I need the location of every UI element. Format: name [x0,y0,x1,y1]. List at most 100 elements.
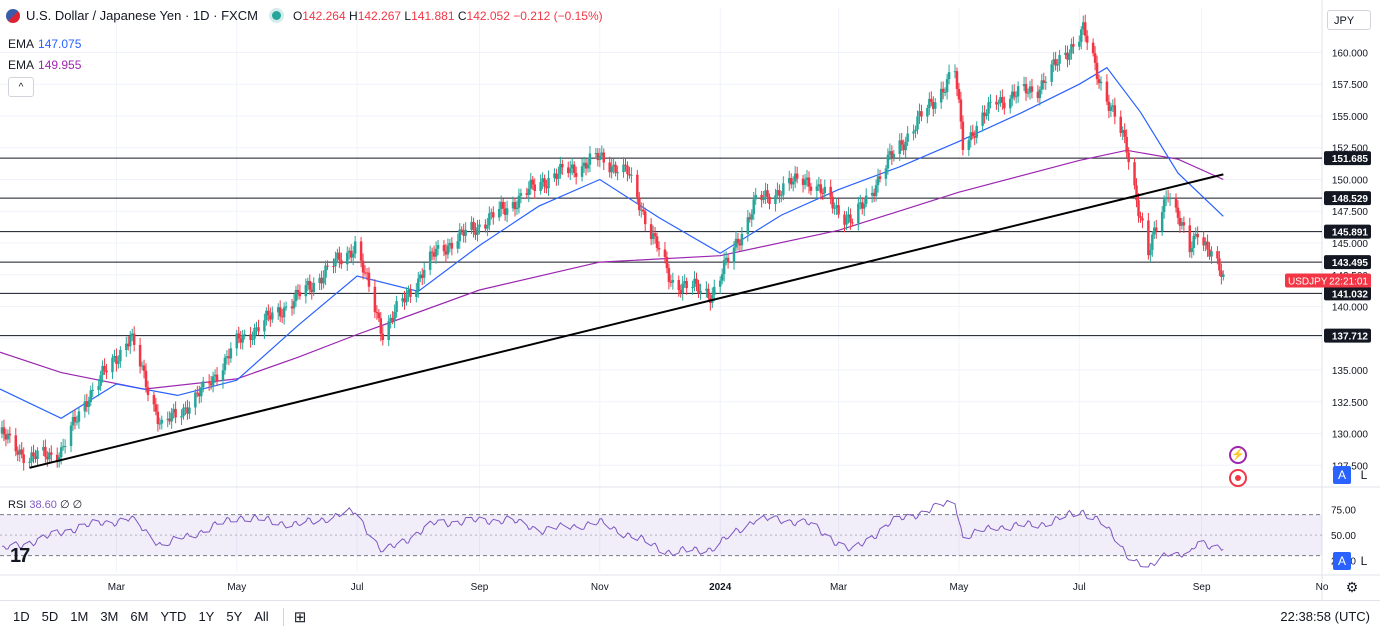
level-price-label: 141.032 [1332,289,1369,300]
candle-body [809,186,813,191]
lightning-icon[interactable]: ⚡ [1229,446,1247,464]
currency-selector[interactable]: JPY [1327,10,1371,30]
candle-body [667,268,671,282]
candle-body [101,365,104,376]
candle-body [168,418,171,422]
candle-body [34,456,37,460]
low-label: L [404,8,412,23]
range-3m-button[interactable]: 3M [100,609,119,624]
candle-body [1208,249,1211,257]
candle-body [677,280,681,291]
gear-icon[interactable]: ⚙ [1345,579,1359,595]
range-1d-button[interactable]: 1D [13,609,30,624]
candle-body [943,92,947,94]
candle-body [156,411,160,425]
range-5d-button[interactable]: 5D [41,609,59,624]
candle-body [1113,105,1117,117]
level-price-tag [1324,255,1371,270]
range-1m-button[interactable]: 1M [70,609,89,624]
range-1y-button[interactable]: 1Y [198,609,215,624]
collapse-legend-button[interactable]: ^ [8,77,34,97]
ema-fast-legend[interactable]: EMA 147.075 [8,37,81,51]
time-axis-label: Sep [1193,582,1211,593]
utc-clock[interactable]: 22:38:58 (UTC) [1280,609,1370,624]
candle-body [144,370,148,388]
log-scale-button[interactable]: L [1360,468,1368,482]
candle-body [768,196,771,204]
rsi-auto-scale-button[interactable]: A [1333,552,1351,570]
candle-body [568,168,572,174]
market-status-icon[interactable] [271,11,281,20]
candle-body [436,245,440,249]
candle-body [851,222,854,224]
candle-body [947,72,951,80]
candle-body [292,301,296,309]
candle-body [44,446,47,457]
candle-body [776,190,779,196]
level-price-label: 137.712 [1332,332,1369,343]
candle-body [138,344,142,367]
candle-body [957,88,961,100]
candle-body [904,141,907,151]
candle-body [553,173,556,178]
candle-body [294,289,298,302]
candle-body [458,229,461,242]
record-icon[interactable] [1229,469,1247,487]
tradingview-logo[interactable]: 17 [10,545,30,567]
high-label: H [349,8,358,23]
symbol-title[interactable]: U.S. Dollar / Japanese Yen · 1D · FXCM [26,8,258,23]
candle-body [501,201,505,209]
candle-body [470,221,473,230]
candle-body [1194,233,1197,236]
candle-body [791,181,795,185]
candle-body [243,334,246,336]
calendar-range-icon[interactable]: ⊞ [293,608,307,626]
candle-body [1107,101,1111,111]
close-label: C [457,8,467,23]
candle-body [653,233,657,237]
time-axis-label: May [227,582,246,593]
candle-body [997,103,1000,105]
candle-body [142,365,146,371]
candle-body [201,381,205,388]
candle-body [793,173,797,182]
candle-body [598,155,602,161]
rsi-log-scale-button[interactable]: L [1360,554,1368,568]
candle-body [103,365,106,371]
auto-scale-button[interactable]: A [1333,466,1351,484]
rsi-legend[interactable]: RSI 38.60 ∅ ∅ [8,498,82,511]
candle-body [505,208,509,215]
candle-body [1056,63,1059,66]
price-axis-label: 155.000 [1332,112,1369,123]
candle-body [267,310,270,316]
candle-body [835,205,838,208]
candle-body [967,140,971,150]
candle-body [486,225,489,229]
rsi-axis-label: 75.00 [1331,505,1356,516]
candle-body [349,250,353,258]
candle-body [774,195,777,204]
candle-body [61,446,65,448]
candle-body [1188,225,1192,253]
candle-body [780,195,783,197]
range-all-button[interactable]: All [254,609,269,624]
candle-body [322,277,325,284]
candle-body [847,214,850,218]
candle-body [338,252,341,261]
candle-body [89,390,93,403]
candle-body [734,238,738,248]
candle-body [71,416,75,426]
range-6m-button[interactable]: 6M [130,609,149,624]
candle-body [973,135,976,138]
range-5y-button[interactable]: 5Y [226,609,243,624]
range-ytd-button[interactable]: YTD [160,609,187,624]
candle-body [559,163,562,174]
ema-slow-legend[interactable]: EMA 149.955 [8,58,81,72]
candle-body [626,165,629,175]
candle-body [332,265,335,267]
candle-body [1003,102,1006,109]
candle-body [32,452,35,457]
candle-body [1153,227,1156,235]
candle-body [722,260,726,275]
